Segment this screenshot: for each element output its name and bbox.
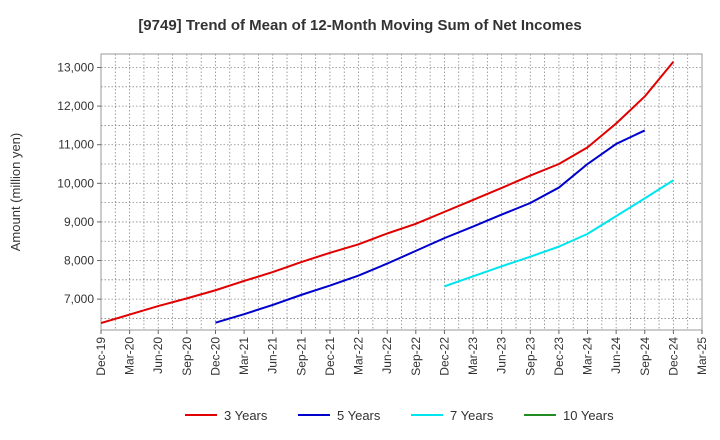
y-tick-label: 11,000 xyxy=(58,138,94,152)
series-line-7-years xyxy=(444,179,674,288)
x-tick-label: Jun-21 xyxy=(266,337,280,374)
legend-label: 3 Years xyxy=(224,408,268,423)
chart-title: [9749] Trend of Mean of 12-Month Moving … xyxy=(138,17,581,34)
y-axis-label: Amount (million yen) xyxy=(8,133,23,252)
x-tick-label: Jun-24 xyxy=(609,337,623,374)
y-tick-label: 12,000 xyxy=(57,99,94,113)
x-tick-label: Mar-25 xyxy=(695,337,709,375)
y-tick-label: 9,000 xyxy=(64,215,94,229)
y-tick-label: 10,000 xyxy=(57,176,94,190)
x-tick-label: Jun-20 xyxy=(151,337,165,374)
x-tick-label: Sep-21 xyxy=(294,337,308,376)
x-tick-label: Mar-20 xyxy=(123,337,137,375)
y-tick-label: 7,000 xyxy=(64,292,94,306)
series-line-5-years xyxy=(215,129,646,324)
series-line-3-years xyxy=(100,61,675,325)
x-tick-label: Dec-24 xyxy=(666,337,680,376)
x-tick-label: Jun-22 xyxy=(380,337,394,374)
y-tick-label: 13,000 xyxy=(57,61,94,75)
x-tick-label: Dec-22 xyxy=(437,337,451,376)
legend-label: 7 Years xyxy=(450,408,494,423)
x-tick-label: Sep-24 xyxy=(638,337,652,376)
y-tick-label: 8,000 xyxy=(64,254,94,268)
legend-label: 10 Years xyxy=(563,408,614,423)
series-lines xyxy=(100,61,675,325)
x-tick-label: Sep-22 xyxy=(409,337,423,376)
x-tick-label: Dec-21 xyxy=(323,337,337,376)
legend-label: 5 Years xyxy=(337,408,381,423)
x-tick-label: Dec-19 xyxy=(94,337,108,376)
x-tick-label: Dec-20 xyxy=(208,337,222,376)
x-axis-ticks: Dec-19 Mar-20 Jun-20 Sep-20 Dec-20 Mar-21 Jun-… xyxy=(94,330,709,376)
grid-lines xyxy=(101,54,702,330)
x-tick-label: Mar-23 xyxy=(466,337,480,375)
x-tick-label: Dec-23 xyxy=(552,337,566,376)
x-tick-label: Sep-20 xyxy=(180,337,194,376)
x-tick-label: Mar-21 xyxy=(237,337,251,375)
x-tick-label: Mar-24 xyxy=(581,337,595,375)
y-axis-ticks: 7,000 8,000 9,000 10,000 11,000 12,000 13,000 xyxy=(57,61,101,306)
x-tick-label: Mar-22 xyxy=(352,337,366,375)
x-tick-label: Sep-23 xyxy=(523,337,537,376)
x-tick-label: Jun-23 xyxy=(495,337,509,374)
legend: 3 Years 5 Years 7 Years 10 Years xyxy=(185,408,614,423)
